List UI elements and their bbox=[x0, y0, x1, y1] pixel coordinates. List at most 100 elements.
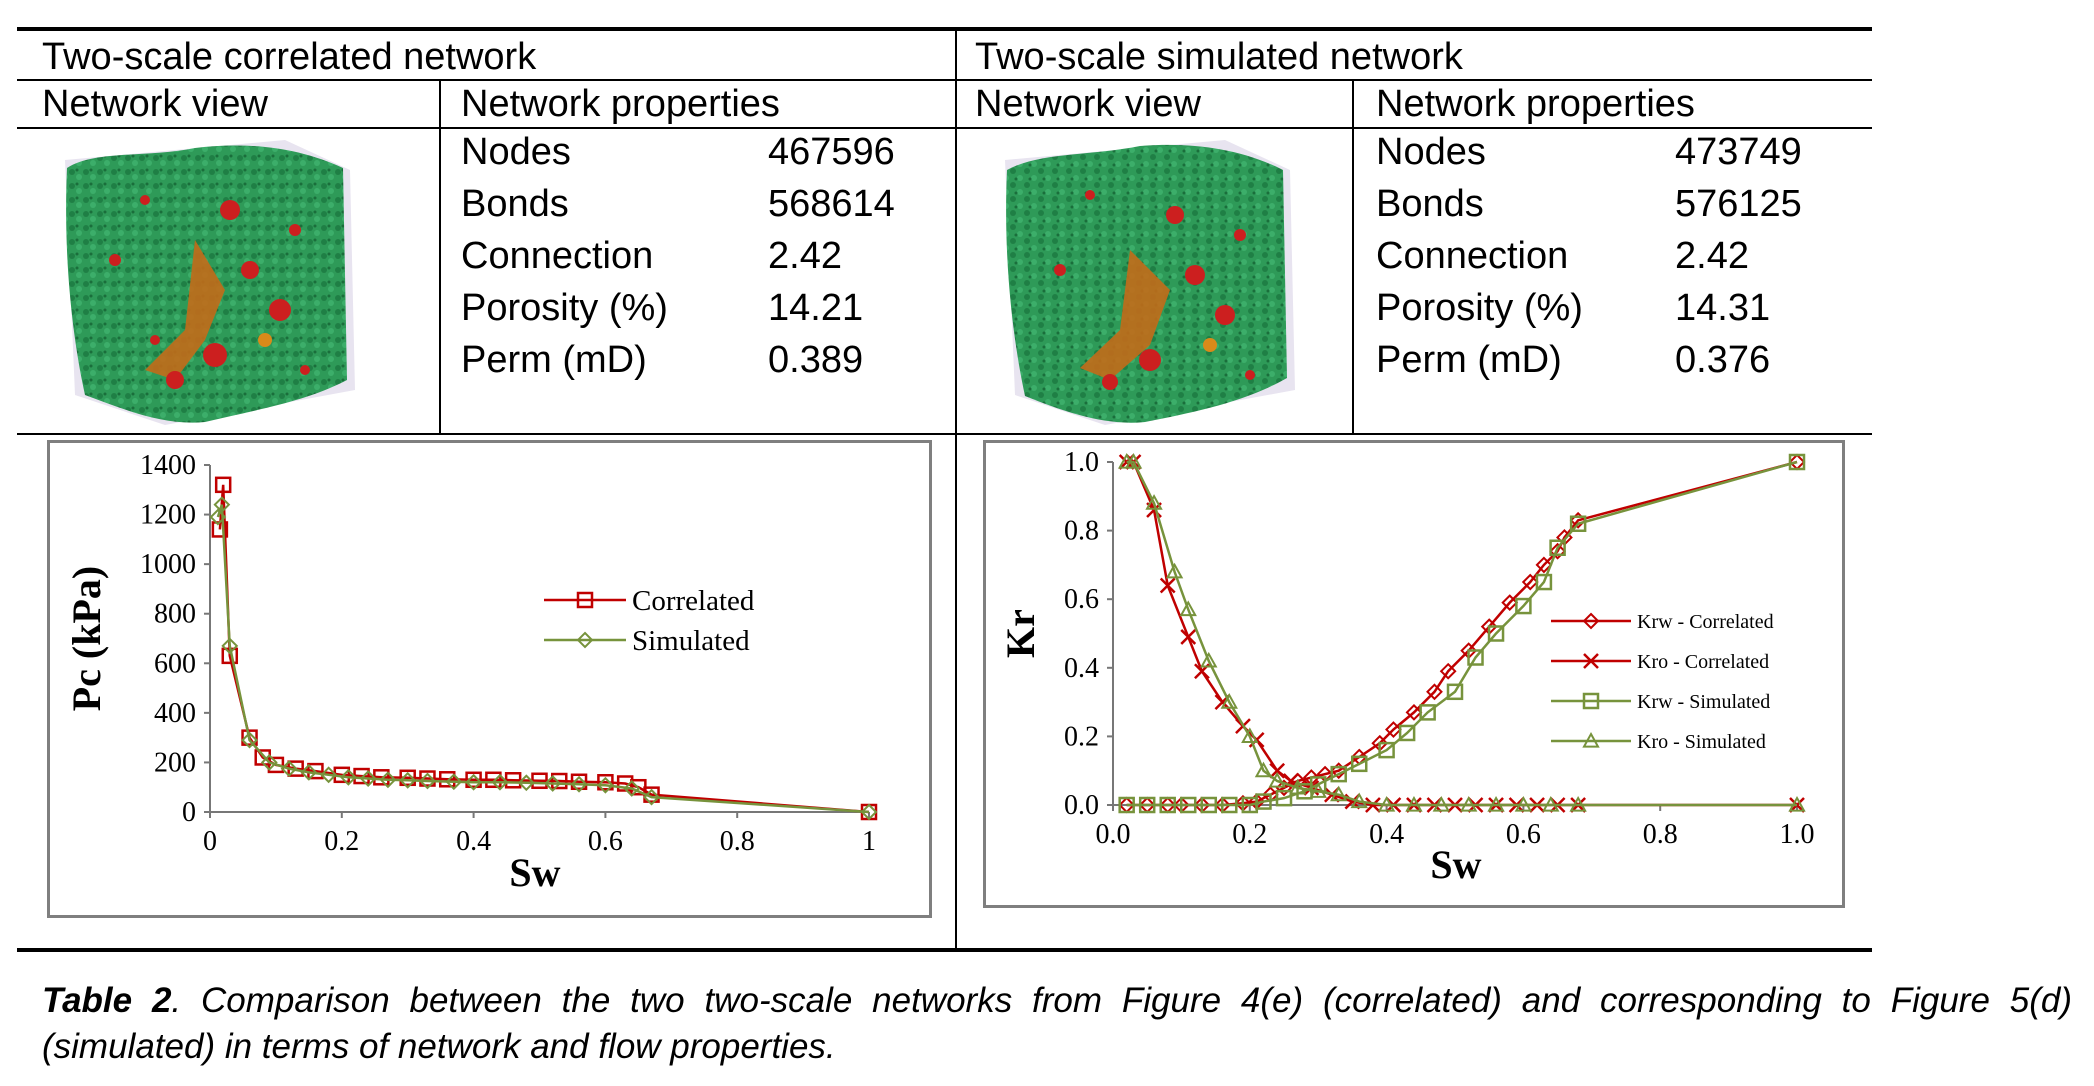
properties-rule bbox=[17, 433, 1872, 435]
data-point bbox=[1377, 795, 1396, 812]
x-tick-label: 1.0 bbox=[1780, 819, 1815, 850]
right-inner-divider bbox=[1352, 80, 1354, 434]
left-prop-name: Nodes bbox=[461, 131, 571, 173]
data-point bbox=[1514, 795, 1533, 812]
data-point bbox=[445, 773, 463, 791]
data-point bbox=[1255, 793, 1272, 810]
subheader-rule bbox=[17, 127, 1872, 129]
x-tick-label: 0.0 bbox=[1096, 819, 1131, 850]
data-point bbox=[860, 803, 878, 821]
right-props-label: Network properties bbox=[1376, 83, 1695, 125]
data-point bbox=[1439, 662, 1457, 680]
data-point bbox=[1542, 795, 1560, 812]
data-point bbox=[1275, 789, 1293, 807]
legend-marker bbox=[576, 631, 594, 649]
data-point bbox=[280, 760, 298, 778]
data-point bbox=[241, 731, 258, 749]
data-point bbox=[465, 771, 482, 789]
data-point bbox=[570, 775, 588, 793]
data-point bbox=[260, 754, 278, 771]
x-axis-label: Sw bbox=[509, 850, 560, 895]
data-point bbox=[1535, 556, 1553, 574]
data-point bbox=[1549, 542, 1567, 560]
x-tick-label: 0.4 bbox=[1369, 819, 1404, 850]
y-tick-label: 0.0 bbox=[1064, 790, 1099, 821]
data-point bbox=[339, 768, 357, 786]
data-point bbox=[241, 729, 258, 746]
data-point bbox=[1165, 562, 1184, 579]
right-prop-value: 473749 bbox=[1675, 131, 1802, 173]
y-tick-label: 800 bbox=[154, 599, 196, 630]
right-network-cube-image bbox=[1005, 140, 1295, 425]
data-point bbox=[419, 770, 436, 787]
right-prop-value: 14.31 bbox=[1675, 287, 1771, 329]
legend-marker bbox=[576, 591, 594, 609]
x-tick-label: 0 bbox=[203, 826, 217, 857]
data-point bbox=[1515, 597, 1532, 615]
x-tick-label: 0.8 bbox=[1643, 819, 1678, 850]
data-point bbox=[1145, 494, 1163, 510]
x-tick-label: 1 bbox=[862, 826, 876, 857]
left-prop-value: 14.21 bbox=[768, 287, 864, 329]
y-axis-label: Pc (kPa) bbox=[64, 566, 109, 712]
y-tick-label: 0.2 bbox=[1064, 721, 1099, 752]
data-point bbox=[491, 773, 509, 791]
data-point bbox=[1254, 761, 1273, 778]
data-point bbox=[1535, 573, 1553, 591]
x-tick-label: 0.2 bbox=[324, 826, 359, 857]
data-point bbox=[1350, 755, 1368, 773]
data-point bbox=[1288, 778, 1307, 795]
x-tick-label: 0.6 bbox=[588, 826, 623, 857]
data-point bbox=[1405, 703, 1423, 721]
data-point bbox=[1118, 796, 1135, 814]
table-top-rule bbox=[17, 27, 1872, 31]
data-point bbox=[1309, 782, 1327, 798]
data-point bbox=[1569, 515, 1587, 532]
data-point bbox=[570, 773, 588, 791]
left-prop-name: Connection bbox=[461, 235, 654, 277]
pc-chart: 0 0.2 0.4 0.6 0.8 1 0 200 400 600 800 1000 1200 1400 S… bbox=[64, 450, 878, 895]
y-axis-label: Kr bbox=[998, 609, 1043, 658]
x-tick-label: 0.6 bbox=[1506, 819, 1541, 850]
data-point bbox=[1521, 573, 1539, 591]
series-line bbox=[1126, 460, 1797, 807]
data-point bbox=[485, 771, 502, 789]
left-network-header: Two-scale correlated network bbox=[42, 36, 537, 78]
series-line bbox=[1126, 460, 1797, 807]
data-point bbox=[419, 772, 436, 790]
data-point bbox=[399, 769, 416, 787]
x-axis-label: Sw bbox=[1430, 842, 1481, 887]
data-point bbox=[1426, 683, 1443, 701]
y-tick-label: 0 bbox=[182, 797, 196, 828]
right-prop-name: Perm (mD) bbox=[1376, 339, 1562, 381]
center-divider bbox=[955, 30, 957, 948]
right-prop-name: Connection bbox=[1376, 235, 1569, 277]
legend-label: Kro - Simulated bbox=[1637, 731, 1766, 753]
data-point bbox=[643, 788, 660, 806]
y-tick-label: 1400 bbox=[140, 450, 196, 481]
data-point bbox=[1398, 724, 1416, 742]
legend-label: Krw - Correlated bbox=[1637, 611, 1774, 633]
data-point bbox=[1788, 795, 1806, 812]
data-point bbox=[1138, 796, 1156, 814]
legend-marker bbox=[1582, 612, 1600, 630]
data-point bbox=[1241, 727, 1259, 743]
right-prop-value: 576125 bbox=[1675, 183, 1802, 225]
data-point bbox=[213, 496, 231, 514]
left-view-label: Network view bbox=[42, 83, 268, 125]
legend-label: Krw - Simulated bbox=[1637, 691, 1770, 713]
x-tick-label: 0.2 bbox=[1232, 819, 1267, 850]
right-prop-value: 2.42 bbox=[1675, 235, 1749, 277]
legend-marker bbox=[1583, 653, 1599, 669]
data-point bbox=[1200, 651, 1218, 668]
data-point bbox=[551, 772, 568, 790]
left-prop-value: 0.389 bbox=[768, 339, 864, 381]
data-point bbox=[1405, 795, 1423, 812]
data-point bbox=[1269, 762, 1286, 779]
series-line bbox=[1126, 460, 1798, 807]
right-prop-name: Porosity (%) bbox=[1376, 287, 1583, 329]
left-prop-value: 568614 bbox=[768, 183, 895, 225]
data-point bbox=[267, 756, 285, 774]
x-tick-label: 0.4 bbox=[456, 826, 491, 857]
data-point bbox=[221, 637, 239, 655]
